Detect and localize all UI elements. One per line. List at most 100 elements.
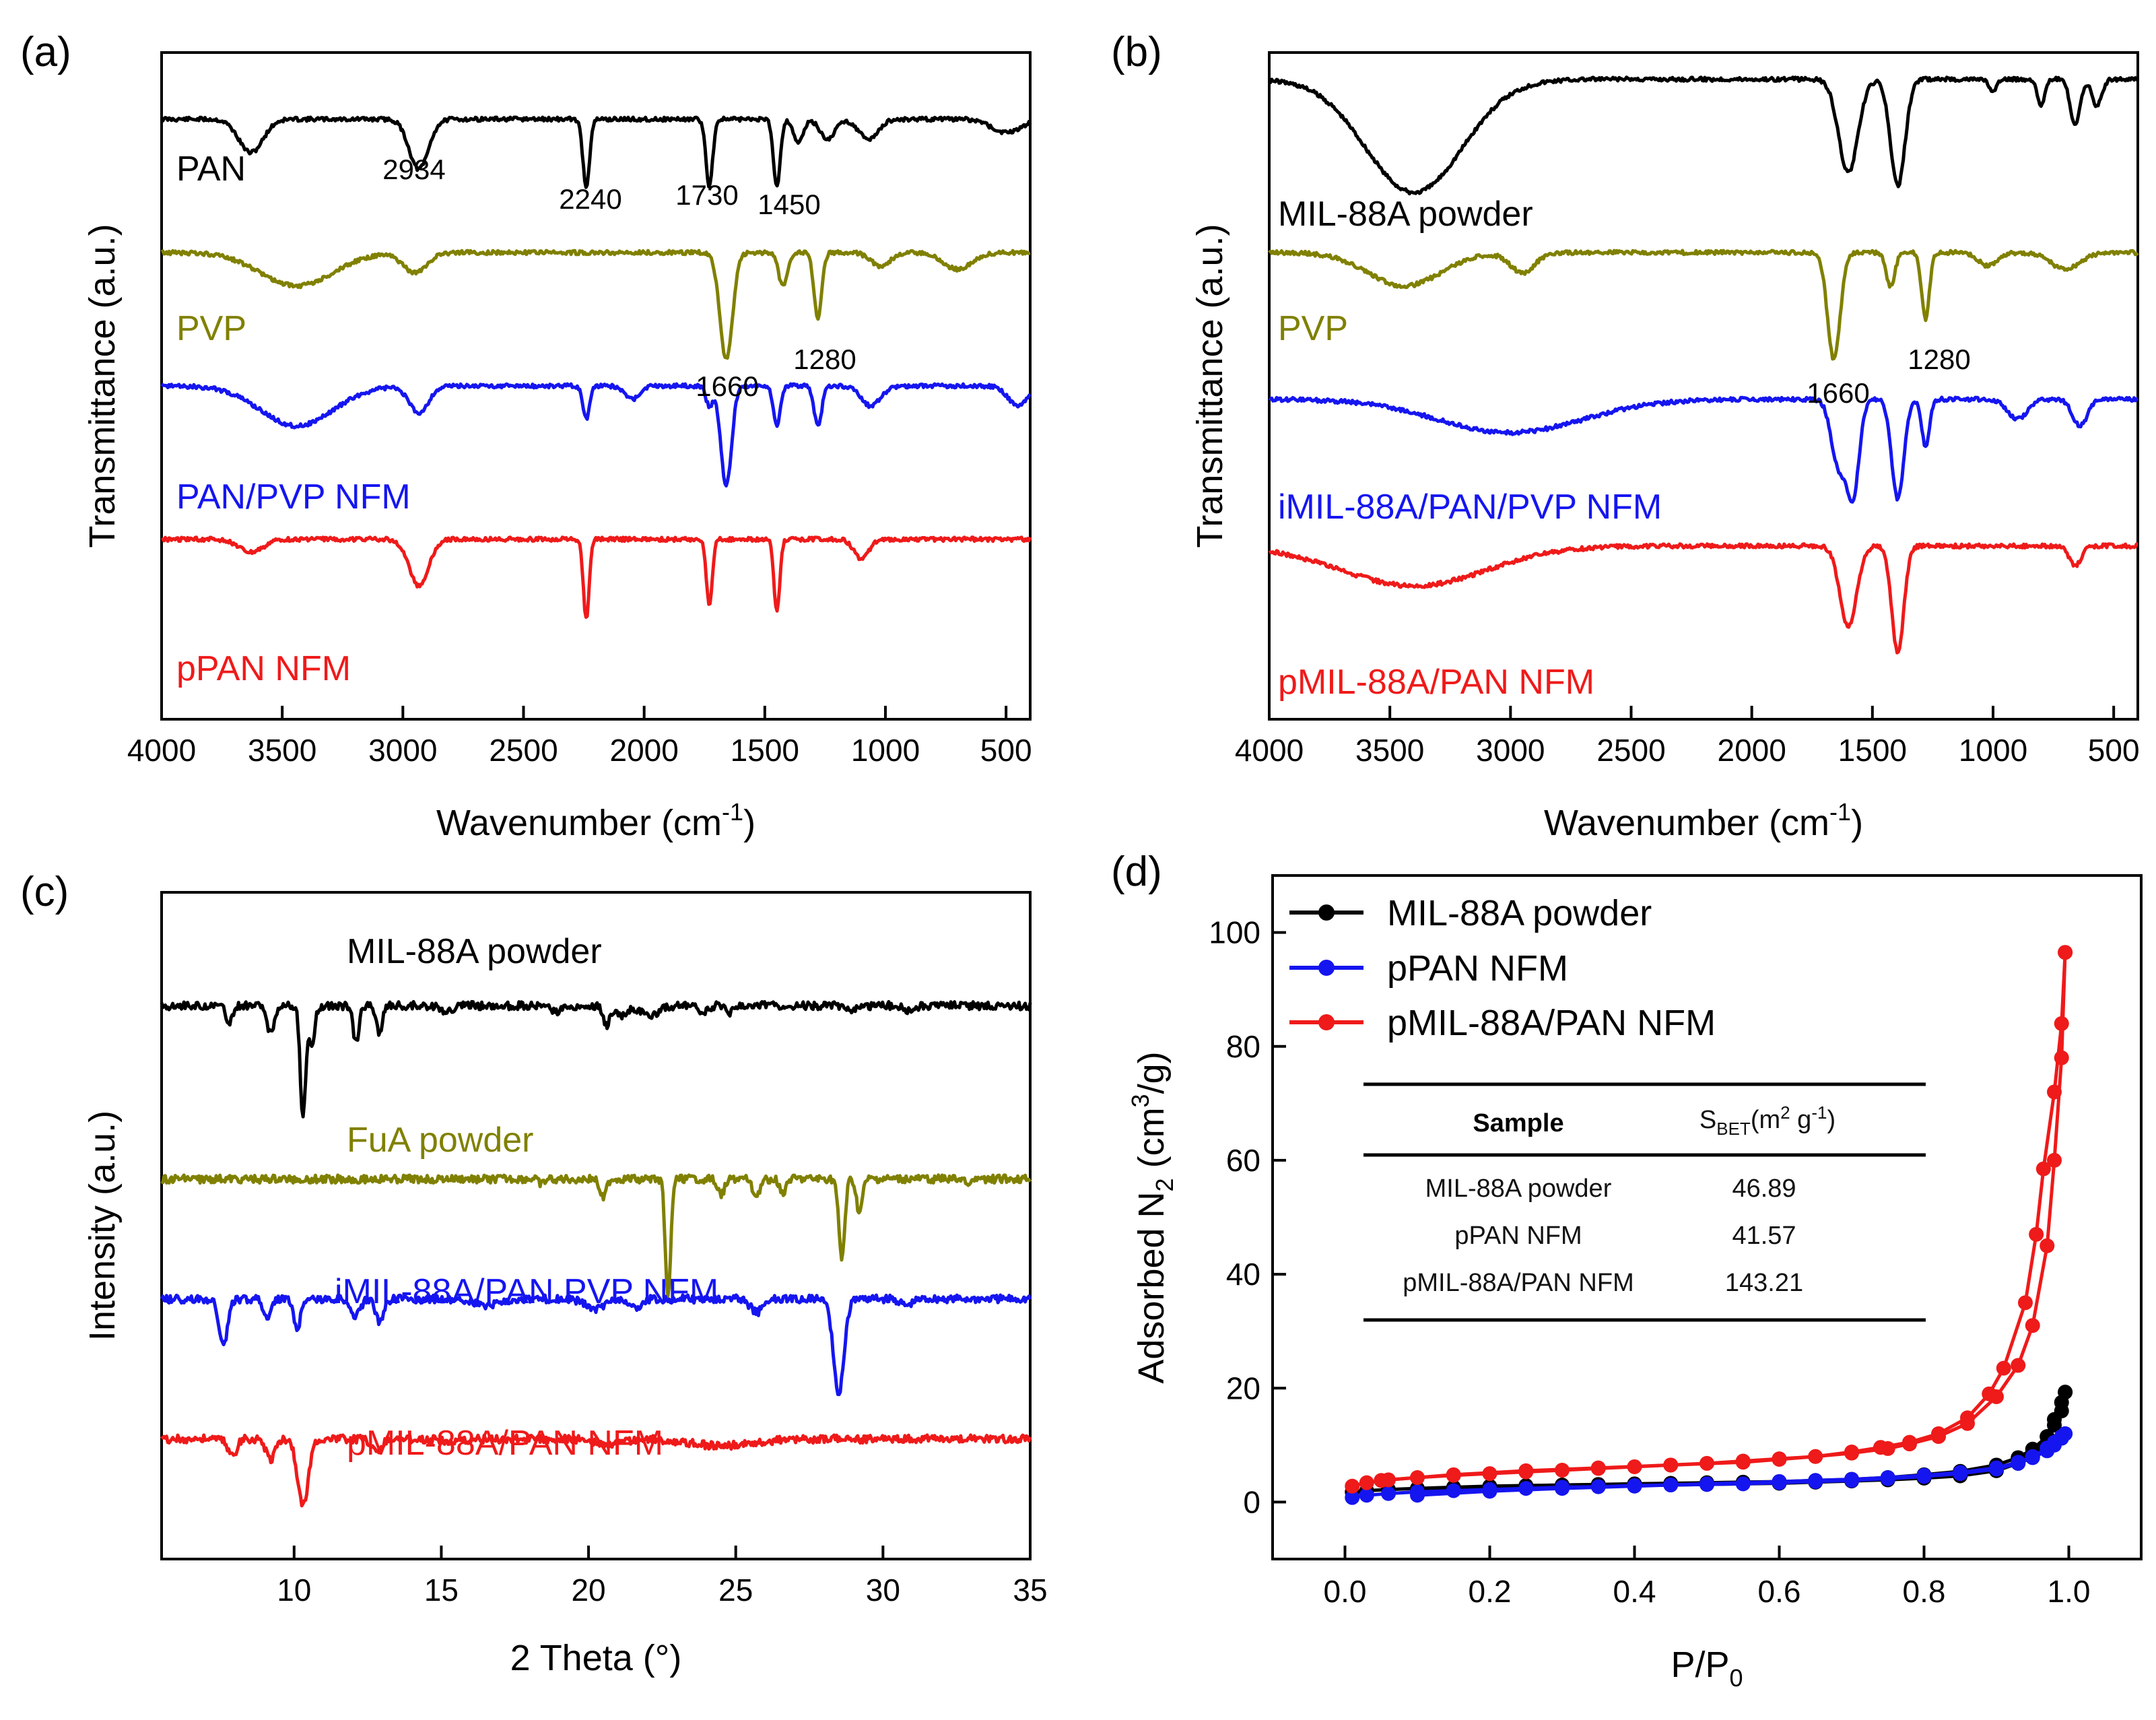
panel-c-label-fua: FuA powder: [347, 1121, 534, 1160]
adsorption-point: [2011, 1358, 2026, 1373]
desorption-point: [1808, 1449, 1823, 1464]
series-fua-powder: [160, 1173, 1032, 1298]
panel-d-frame: [1271, 874, 2143, 1560]
desorption-point: [2035, 1161, 2051, 1177]
series-imil-88a-pan-pvp-nfm: [1268, 395, 2139, 504]
adsorption-point: [2040, 1238, 2055, 1253]
xtick-label: 0.0: [1324, 1574, 1367, 1609]
xtick-label: 3000: [368, 733, 437, 768]
xtick-label: 2000: [1717, 733, 1786, 768]
xtick-label: 1.0: [2048, 1574, 2091, 1609]
annotation-2240: 2240: [559, 183, 621, 215]
panel-c-frame: [160, 891, 1032, 1560]
ytick-label: 0: [1243, 1484, 1260, 1519]
annotation-b-1660: 1660: [1807, 377, 1869, 409]
adsorption-point: [1345, 1490, 1360, 1505]
adsorption-point: [1446, 1483, 1461, 1498]
panel-c-traces: [160, 999, 1032, 1508]
desorption-point: [2054, 1016, 2069, 1031]
panel-c-xticks: 10 15 20 25 30 35: [277, 1546, 1048, 1608]
series-ppan-nfm: [160, 535, 1032, 619]
panel-b-label-mil88a: MIL-88A powder: [1278, 195, 1533, 234]
desorption-point: [1590, 1460, 1606, 1476]
desorption-point: [1880, 1470, 1895, 1486]
xtick-label: 500: [2088, 733, 2140, 768]
desorption-point: [2025, 1449, 2040, 1464]
adsorption-point: [2047, 1152, 2062, 1168]
xtick-label: 500: [980, 733, 1032, 768]
panel-b-traces: [1268, 75, 2140, 655]
table-header-sbet: SBET(m2 g-1): [1699, 1102, 1835, 1139]
desorption-point: [1902, 1434, 1917, 1450]
table-row-2-sample: pPAN NFM: [1454, 1222, 1582, 1250]
adsorption-point: [1590, 1479, 1606, 1494]
xtick-label: 15: [424, 1573, 459, 1608]
table-row-3-sample: pMIL-88A/PAN NFM: [1403, 1269, 1633, 1297]
desorption-point: [2058, 1426, 2073, 1441]
panel-d-xlabel: P/P0: [1671, 1645, 1743, 1692]
panel-b-label-imil: iMIL-88A/PAN/PVP NFM: [1278, 488, 1662, 527]
series-mil-88a-powder: [160, 999, 1032, 1119]
legend-marker-mil88a: [1318, 904, 1335, 921]
adsorption-point: [1359, 1475, 1374, 1490]
legend-label-pmil: pMIL-88A/PAN NFM: [1387, 1003, 1716, 1043]
desorption-point: [1844, 1471, 1859, 1487]
ytick-label: 40: [1226, 1257, 1260, 1292]
desorption-point: [1772, 1451, 1787, 1467]
panel-c-label-pmil: pMIL-88A/PAN NFM: [347, 1424, 663, 1463]
desorption-point: [2047, 1412, 2062, 1427]
xtick-label: 0.8: [1903, 1574, 1946, 1609]
desorption-point: [1996, 1360, 2011, 1376]
panel-d-label: (d): [1111, 849, 1162, 895]
panel-a-label: (a): [20, 29, 71, 75]
ytick-label: 60: [1226, 1143, 1260, 1178]
series-mil-88a-powder: [1268, 75, 2140, 196]
desorption-point: [1410, 1488, 1425, 1503]
xtick-label: 3500: [1355, 733, 1424, 768]
panel-a-ylabel: Transmittance (a.u.): [82, 224, 123, 548]
adsorption-point: [1627, 1459, 1642, 1474]
panel-d-ylabel: Adsorbed N2 (cm3/g): [1126, 1051, 1178, 1383]
xtick-label: 1500: [1838, 733, 1907, 768]
desorption-point: [2011, 1455, 2026, 1470]
table-row-2-value: 41.57: [1732, 1222, 1796, 1250]
adsorption-point: [1410, 1470, 1425, 1486]
adsorption-point: [1381, 1486, 1396, 1501]
xtick-label: 1500: [731, 733, 799, 768]
desorption-point: [2047, 1084, 2062, 1100]
xtick-label: 1000: [1959, 733, 2027, 768]
xtick-label: 25: [718, 1573, 753, 1608]
desorption-point: [1555, 1481, 1570, 1496]
desorption-point: [1772, 1474, 1787, 1489]
annotation-1660: 1660: [696, 370, 758, 402]
panel-a-xticks: 4000 3500 3000 2500 2000 1500 1000 500: [127, 706, 1032, 768]
panel-d-legend: MIL-88A powder pPAN NFM pMIL-88A/PAN NFM: [1289, 893, 1716, 1043]
panel-b-frame: [1268, 51, 2139, 721]
desorption-point: [1844, 1444, 1859, 1459]
table-row-1-value: 46.89: [1732, 1175, 1796, 1203]
adsorption-point: [1359, 1488, 1374, 1503]
sbet-table: Sample SBET(m2 g-1) MIL-88A powder 46.89…: [1363, 1082, 1926, 1322]
desorption-point: [1982, 1386, 1997, 1401]
panel-b-xticks: 4000 3500 3000 2500 2000 1500 1000 500: [1235, 706, 2140, 768]
panel-c-xlabel: 2 Theta (°): [510, 1638, 682, 1678]
annotation-b-1280: 1280: [1908, 343, 1970, 375]
panel-b-xlabel: Wavenumber (cm-1): [1544, 798, 1863, 843]
xtick-label: 20: [571, 1573, 605, 1608]
desorption-point: [1953, 1465, 1968, 1480]
series-pan: [160, 115, 1032, 189]
panel-a-label-ppan: pPAN NFM: [176, 649, 351, 688]
xtick-label: 2000: [609, 733, 678, 768]
adsorption-point: [1345, 1478, 1360, 1494]
legend-marker-ppan: [1318, 960, 1335, 976]
desorption-point: [2029, 1226, 2044, 1242]
panel-b-label-pmil: pMIL-88A/PAN NFM: [1278, 663, 1594, 702]
panel-d-ticks: 0.0 0.2 0.4 0.6 0.8 1.0 0 20 40 60 80 100: [1209, 915, 2090, 1609]
xtick-label: 35: [1013, 1573, 1047, 1608]
ytick-label: 20: [1226, 1370, 1260, 1405]
adsorption-point: [1735, 1476, 1751, 1492]
xtick-label: 3500: [248, 733, 316, 768]
desorption-point: [1735, 1455, 1751, 1470]
panel-a-label-pvp: PVP: [176, 309, 246, 348]
xtick-label: 4000: [127, 733, 196, 768]
